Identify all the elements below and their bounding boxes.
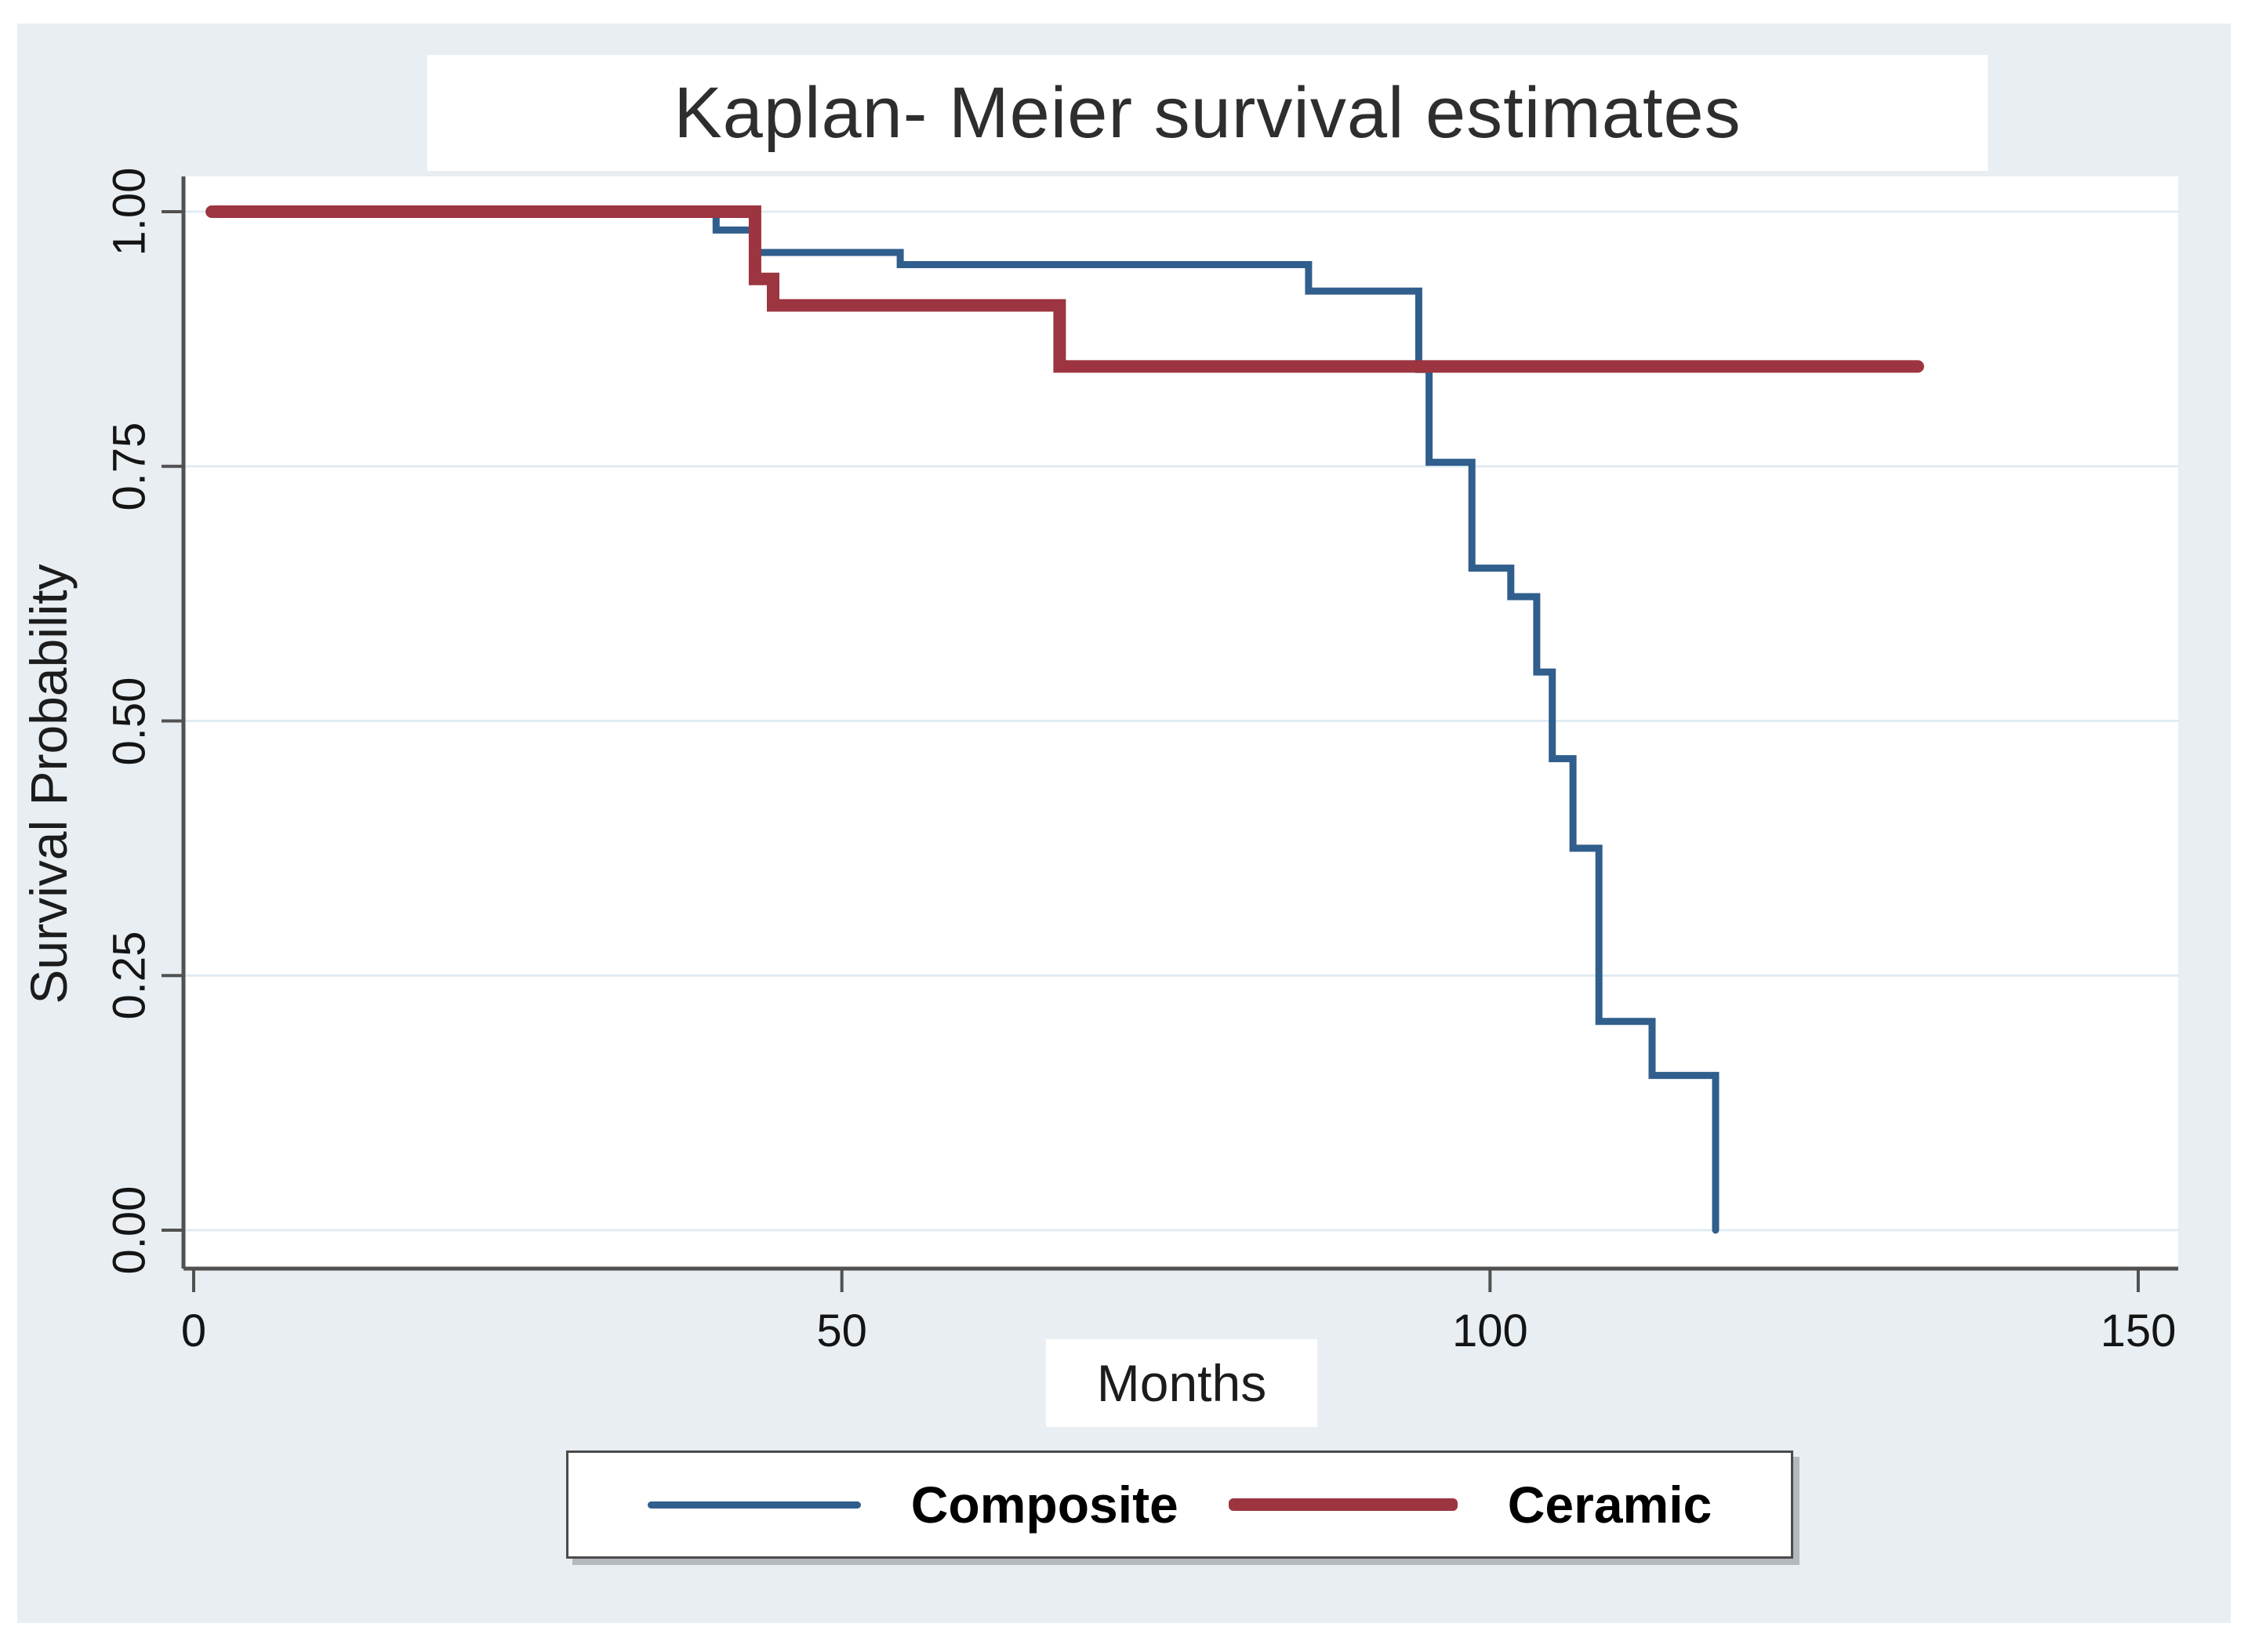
legend-label-composite: Composite	[910, 1476, 1178, 1534]
legend-box: Composite Ceramic	[566, 1450, 1793, 1559]
ceramic-line-swatch	[1228, 1498, 1458, 1511]
x-axis-title: Months	[1096, 1354, 1267, 1412]
y-tick-label: 0.50	[104, 677, 155, 765]
y-tick-label: 1.00	[104, 167, 155, 256]
legend-entry-ceramic: Ceramic	[1228, 1475, 1712, 1534]
y-axis-title: Survival Probability	[20, 564, 78, 1004]
composite-line-swatch	[647, 1501, 861, 1509]
chart-title-box: Kaplan- Meier survival estimates	[427, 55, 1988, 171]
legend-label-ceramic: Ceramic	[1507, 1476, 1712, 1534]
y-tick-label: 0.00	[104, 1185, 155, 1275]
chart-title: Kaplan- Meier survival estimates	[674, 72, 1741, 153]
x-tick-label: 150	[2100, 1305, 2177, 1356]
y-tick-label: 0.75	[104, 422, 155, 511]
legend-entry-composite: Composite	[647, 1475, 1178, 1534]
x-tick-label: 0	[180, 1305, 207, 1356]
plot-area	[183, 176, 2178, 1269]
x-axis-title-box: Months	[1046, 1339, 1317, 1427]
x-tick-label: 100	[1451, 1305, 1528, 1356]
x-tick-label: 50	[816, 1305, 867, 1356]
y-tick-label: 0.25	[104, 931, 155, 1020]
